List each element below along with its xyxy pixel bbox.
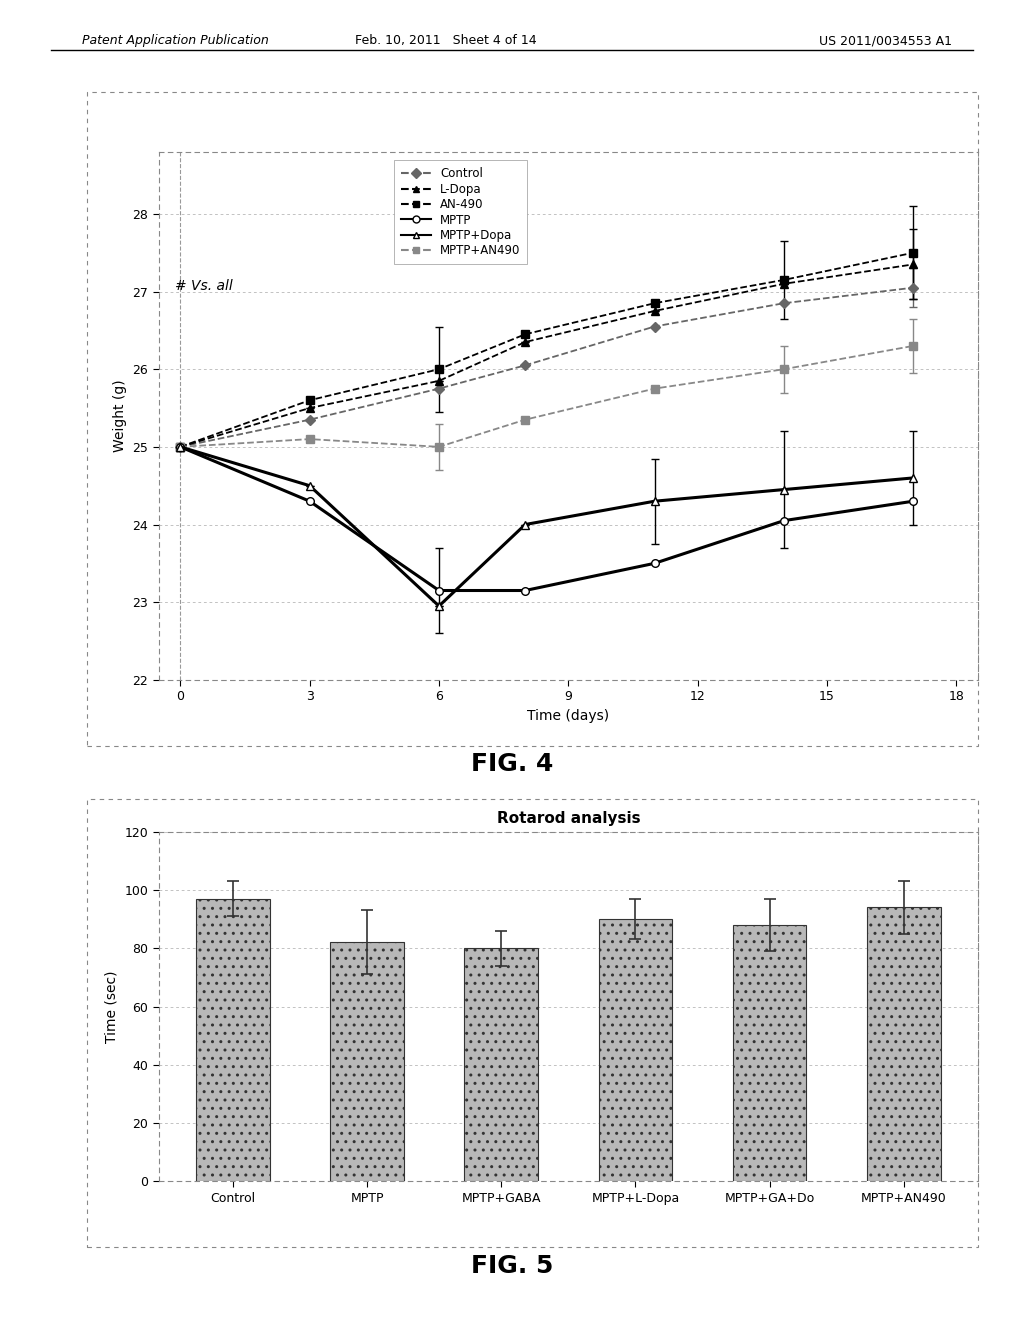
Bar — [733, 925, 807, 1181]
Text: FIG. 5: FIG. 5 — [471, 1254, 553, 1278]
Legend: Control, L-Dopa, AN-490, MPTP, MPTP+Dopa, MPTP+AN490: Control, L-Dopa, AN-490, MPTP, MPTP+Dopa… — [394, 160, 527, 264]
Bar — [330, 942, 403, 1181]
Text: Feb. 10, 2011   Sheet 4 of 14: Feb. 10, 2011 Sheet 4 of 14 — [354, 34, 537, 48]
Text: # Vs. all: # Vs. all — [175, 279, 232, 293]
Bar — [196, 899, 269, 1181]
Text: US 2011/0034553 A1: US 2011/0034553 A1 — [819, 34, 952, 48]
Y-axis label: Time (sec): Time (sec) — [104, 970, 119, 1043]
Bar — [867, 907, 941, 1181]
Title: Rotarod analysis: Rotarod analysis — [497, 812, 640, 826]
Text: FIG. 4: FIG. 4 — [471, 752, 553, 776]
Y-axis label: Weight (g): Weight (g) — [113, 379, 127, 453]
Bar — [598, 919, 673, 1181]
Bar — [464, 948, 539, 1181]
X-axis label: Time (days): Time (days) — [527, 709, 609, 723]
Text: Patent Application Publication: Patent Application Publication — [82, 34, 268, 48]
